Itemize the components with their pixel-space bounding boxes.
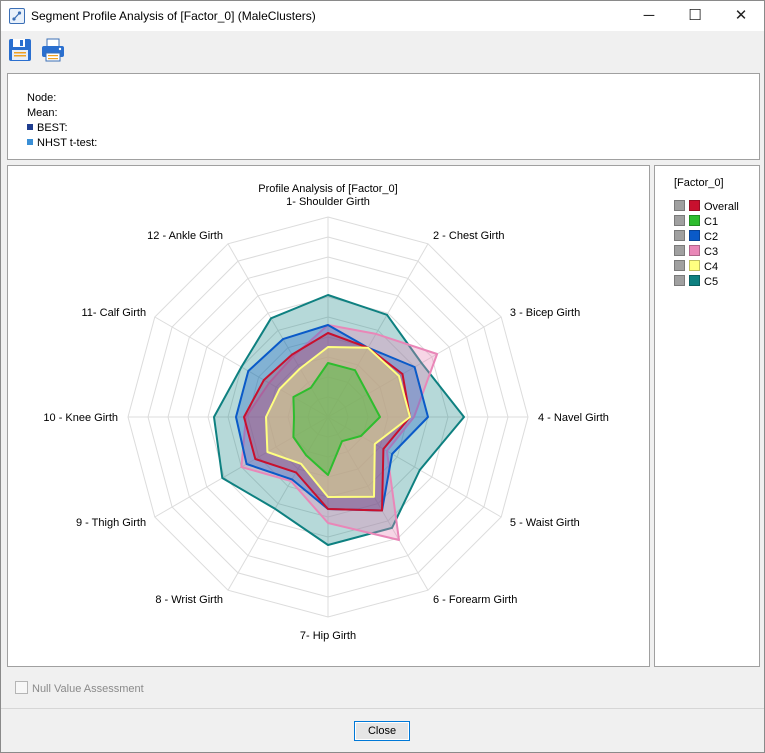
radar-chart: Profile Analysis of [Factor_0] 1- Should… [43, 183, 609, 642]
legend-checkbox[interactable] [674, 230, 685, 241]
grid-spoke [327, 416, 429, 591]
minimize-button[interactable]: ─ [643, 7, 655, 24]
radar-series [213, 294, 465, 546]
legend-label: C4 [704, 261, 719, 273]
legend-panel: [Factor_0] Overall C1 C2 C3 C4 C5 [654, 165, 760, 667]
print-icon[interactable] [39, 36, 67, 64]
footer-divider [1, 708, 764, 709]
legend-label: C3 [704, 246, 719, 258]
legend-item-c1[interactable]: C1 [674, 215, 719, 228]
window-title: Segment Profile Analysis of [Factor_0] (… [31, 9, 316, 23]
axis-label: 7- Hip Girth [300, 630, 356, 642]
chart-title: Profile Analysis of [Factor_0] [258, 183, 397, 195]
legend-title: [Factor_0] [674, 177, 724, 189]
grid-spoke [327, 243, 429, 418]
checkbox-box[interactable] [15, 681, 28, 694]
axis-labels: 1- Shoulder Girth 2 - Chest Girth 3 - Bice… [43, 196, 609, 642]
best-label: BEST: [37, 122, 68, 134]
grid-spoke [327, 416, 502, 518]
axis-label: 1- Shoulder Girth [286, 196, 370, 208]
nhst-swatch [27, 139, 33, 145]
legend-item-c5[interactable]: C5 [674, 275, 719, 288]
legend-label: C5 [704, 276, 719, 288]
nhst-row: NHST t-test: [27, 137, 97, 149]
axis-label: 5 - Waist Girth [510, 517, 580, 529]
mean-label: Mean: [27, 107, 58, 119]
series-c5-polygon [213, 294, 465, 546]
axis-label: 4 - Navel Girth [538, 412, 609, 424]
best-swatch [27, 124, 33, 130]
close-window-button[interactable]: ✕ [734, 7, 748, 24]
legend-checkbox[interactable] [674, 200, 685, 211]
legend-swatch [689, 260, 700, 271]
nhst-label: NHST t-test: [37, 137, 98, 149]
toolbar [1, 31, 764, 69]
node-label: Node: [27, 92, 57, 104]
axis-label: 9 - Thigh Girth [76, 517, 146, 529]
grid-spoke [227, 416, 329, 591]
null-value-assessment-label: Null Value Assessment [32, 683, 144, 695]
legend-checkbox[interactable] [674, 275, 685, 286]
legend-label: C2 [704, 231, 719, 243]
best-row: BEST: [27, 122, 68, 134]
title-bar[interactable]: Segment Profile Analysis of [Factor_0] (… [1, 1, 764, 31]
axis-label: 8 - Wrist Girth [155, 594, 223, 606]
legend-swatch [689, 215, 700, 226]
close-button[interactable]: Close [354, 721, 410, 741]
series-c1-polygon [292, 362, 381, 476]
legend-item-overall[interactable]: Overall [674, 200, 739, 213]
axis-label: 6 - Forearm Girth [433, 594, 517, 606]
app-icon [9, 8, 25, 24]
null-value-assessment-checkbox[interactable]: Null Value Assessment [15, 681, 144, 695]
legend-checkbox[interactable] [674, 215, 685, 226]
axis-label: 10 - Knee Girth [43, 412, 118, 424]
legend-swatch [689, 200, 700, 211]
legend-item-c3[interactable]: C3 [674, 245, 719, 258]
legend-swatch [689, 275, 700, 286]
legend-swatch [689, 245, 700, 256]
info-panel: Node: Mean: BEST: NHST t-test: [7, 73, 760, 160]
legend-label: Overall [704, 201, 739, 213]
maximize-button[interactable]: ☐ [688, 7, 702, 24]
legend-checkbox[interactable] [674, 260, 685, 271]
legend-label: C1 [704, 216, 719, 228]
axis-label: 11- Calf Girth [82, 307, 147, 319]
series-c4-polygon [265, 346, 411, 498]
axis-label: 3 - Bicep Girth [510, 307, 580, 319]
legend-item-c4[interactable]: C4 [674, 260, 719, 273]
legend-item-c2[interactable]: C2 [674, 230, 719, 243]
legend-checkbox[interactable] [674, 245, 685, 256]
series-overall-polygon [243, 332, 411, 512]
axis-label: 2 - Chest Girth [433, 230, 505, 242]
save-icon[interactable] [6, 36, 34, 64]
legend-swatch [689, 230, 700, 241]
chart-panel: Profile Analysis of [Factor_0] 1- Should… [7, 165, 650, 667]
axis-label: 12 - Ankle Girth [147, 230, 223, 242]
